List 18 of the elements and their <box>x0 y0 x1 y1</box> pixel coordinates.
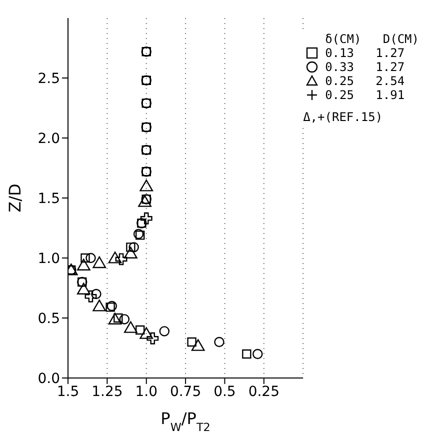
y-tick-label: 2.0 <box>38 130 60 147</box>
y-axis-title: Z/D <box>6 184 25 212</box>
y-tick-label: 2.5 <box>38 70 60 87</box>
x-tick-label: 1.0 <box>135 384 158 400</box>
x-tick-label: 0.75 <box>170 384 202 400</box>
y-tick-label: 1.0 <box>38 250 60 267</box>
annotation: Δ,+(REF.15) <box>303 110 384 124</box>
y-tick-label: 1.5 <box>38 190 60 207</box>
legend-title: δ(CM) D(CM) <box>325 32 419 46</box>
legend-label: 0.25 1.91 <box>325 88 405 102</box>
x-tick-label: 0.5 <box>214 384 236 400</box>
x-axis-title: P$_{W}$/P$_{T2}$ <box>160 409 210 434</box>
legend-label: 0.13 1.27 <box>325 46 405 60</box>
x-tick-label: 1.25 <box>92 384 123 400</box>
legend-label: 0.25 2.54 <box>325 74 405 88</box>
x-tick-label: 0.25 <box>248 384 280 400</box>
legend-label: 0.33 1.27 <box>325 60 405 74</box>
y-tick-label: 0.5 <box>38 310 60 327</box>
